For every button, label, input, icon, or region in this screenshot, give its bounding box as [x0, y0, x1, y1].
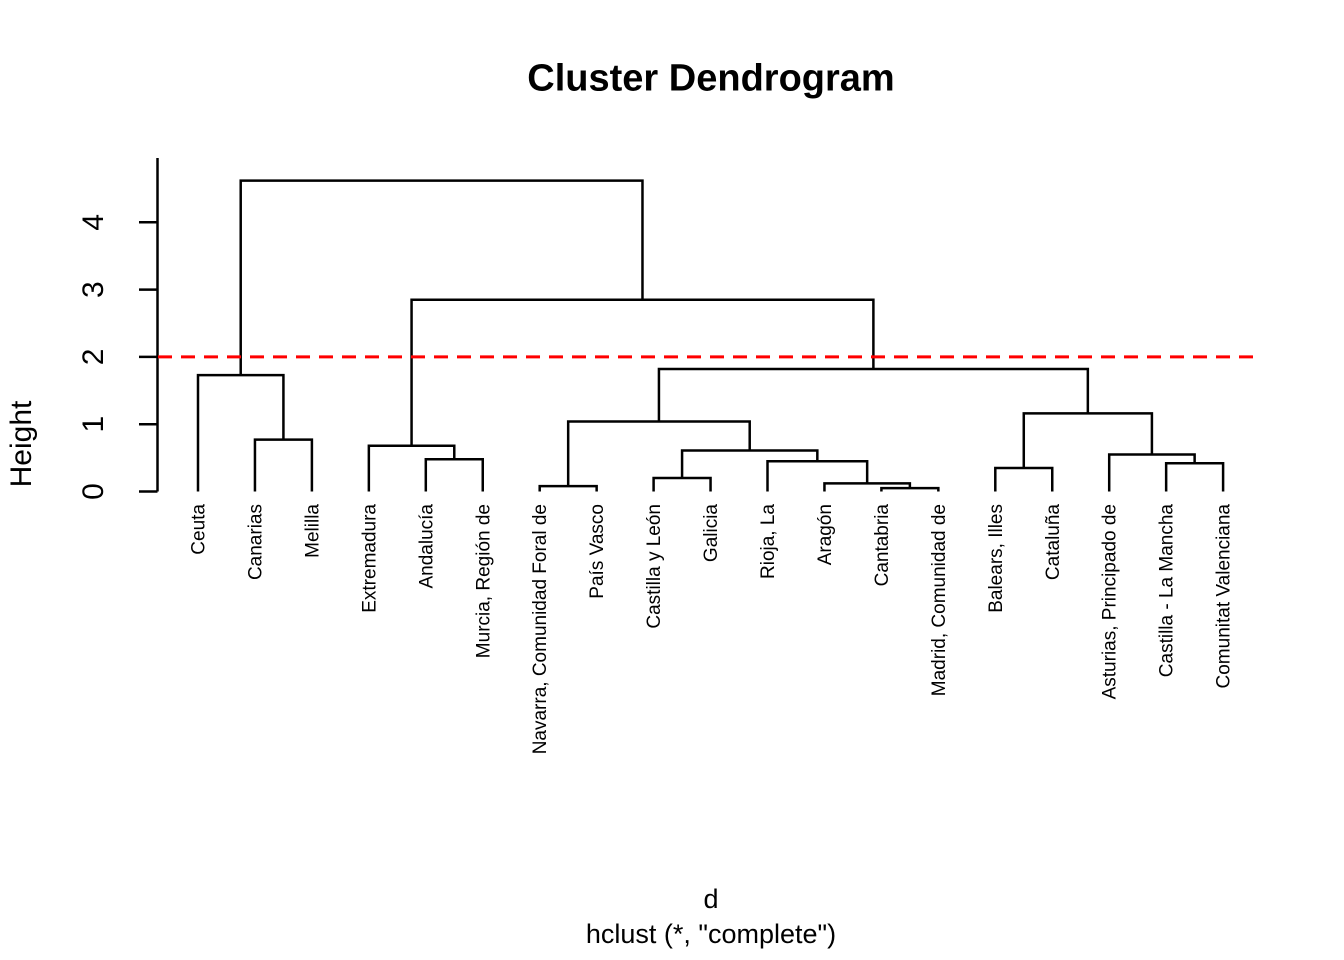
y-axis — [139, 158, 159, 493]
leaf-label: Comunitat Valenciana — [1214, 504, 1235, 689]
dendrogram-branch — [1164, 461, 1225, 492]
dendrogram-branch — [239, 179, 644, 376]
caption: d hclust (*, "complete") — [586, 882, 836, 952]
leaf-label: Murcia, Región de — [473, 504, 494, 658]
leaf-label: Castilla y León — [644, 504, 665, 629]
caption-xlabel: d — [703, 884, 719, 914]
dendrogram-branch — [1107, 453, 1196, 492]
leaf-label: Rioja, La — [758, 504, 779, 579]
y-tick-label: 0 — [77, 483, 110, 500]
dendrogram-branch — [766, 459, 869, 492]
y-tick-label: 4 — [77, 214, 110, 231]
leaf-label: Madrid, Comunidad de — [929, 504, 950, 696]
leaf-label: Extremadura — [359, 504, 380, 613]
dendrogram-branch — [994, 466, 1054, 492]
dendrogram-branches — [196, 179, 1225, 492]
dendrogram-branch — [657, 367, 1090, 422]
dendrogram-branch — [880, 486, 940, 492]
leaf-label: Andalucía — [416, 504, 437, 589]
leaf-label: Cataluña — [1043, 504, 1064, 580]
y-tick-label: 1 — [77, 416, 110, 433]
leaf-label: Cantabria — [872, 504, 893, 587]
dendrogram-branch — [410, 298, 875, 446]
leaf-label: Asturias, Principado de — [1100, 504, 1121, 699]
leaf-label: Navarra, Comunidad Foral de — [530, 504, 551, 754]
leaf-label: País Vasco — [587, 504, 608, 599]
leaf-label: Ceuta — [189, 504, 210, 555]
chart-title: Cluster Dendrogram — [527, 57, 895, 100]
leaf-label: Melilla — [302, 504, 323, 558]
leaf-label: Galicia — [701, 504, 722, 563]
leaf-label: Castilla - La Mancha — [1157, 504, 1178, 678]
dendrogram-branch — [196, 373, 285, 492]
caption-method: hclust (*, "complete") — [585, 919, 837, 949]
dendrogram-branch — [538, 484, 598, 492]
dendrogram-branch — [652, 476, 712, 492]
dendrogram-branch — [823, 482, 912, 492]
dendrogram-branch — [424, 457, 484, 492]
dendrogram-branch — [367, 444, 456, 492]
y-tick-label: 2 — [77, 349, 110, 366]
leaf-label: Canarias — [245, 504, 266, 580]
dendrogram-branch — [566, 420, 751, 487]
dendrogram-branch — [1022, 412, 1154, 468]
dendrogram-branch — [680, 449, 819, 479]
dendrogram-branch — [253, 438, 314, 492]
leaf-label: Balears, Illes — [986, 504, 1007, 613]
leaf-label: Aragón — [815, 504, 836, 565]
y-tick-label: 3 — [77, 281, 110, 298]
